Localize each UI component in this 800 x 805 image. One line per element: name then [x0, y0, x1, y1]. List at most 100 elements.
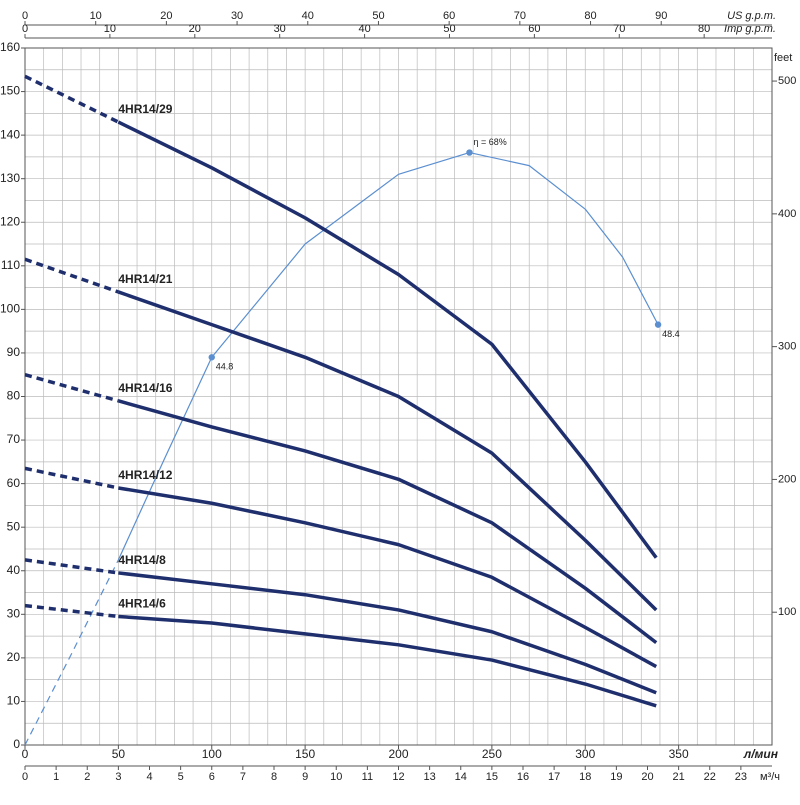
pump-curve	[117, 290, 658, 612]
series-label: 4HR14/29	[118, 102, 172, 116]
y2-tick-label: 400	[778, 208, 796, 220]
series-label: 4HR14/16	[118, 381, 172, 395]
top-axis-label: US g.p.m.	[727, 10, 776, 22]
y-tick-label: 110	[1, 258, 20, 272]
pump-curve	[118, 486, 658, 669]
pump-curve	[24, 558, 119, 575]
bottom-tick-label: 19	[610, 771, 622, 783]
y2-tick-label: 100	[778, 606, 796, 618]
bottom-tick-label: 2	[84, 771, 90, 783]
efficiency-line	[24, 559, 119, 746]
efficiency-line	[117, 151, 659, 561]
bottom-tick-label: 8	[271, 771, 277, 783]
top-tick-label: 70	[514, 10, 526, 22]
y-tick-label: 140	[0, 127, 20, 141]
y-tick-label: 90	[7, 345, 21, 359]
series-label: 4HR14/21	[118, 272, 172, 286]
top-tick-label: 40	[358, 23, 370, 35]
top-tick-label: 50	[443, 23, 455, 35]
bottom-tick-label: 13	[424, 771, 436, 783]
top-tick-label: 70	[613, 23, 625, 35]
top-tick-label: 80	[698, 23, 710, 35]
top-tick-label: 20	[189, 23, 201, 35]
top-tick-label: 60	[443, 10, 455, 22]
y-tick-label: 160	[0, 40, 20, 54]
bottom-tick-label: 0	[22, 771, 28, 783]
top-tick-label: 50	[372, 10, 384, 22]
y-tick-label: 50	[7, 519, 21, 533]
pump-curve	[24, 603, 119, 619]
x-axis-label: л/мин	[743, 747, 779, 761]
y-tick-label: 70	[7, 432, 21, 446]
y2-tick-label: 200	[778, 473, 796, 485]
top-tick-label: 0	[22, 10, 28, 22]
y-tick-label: 20	[7, 650, 21, 664]
pump-curve	[24, 466, 119, 490]
top-tick-label: 30	[274, 23, 286, 35]
y-tick-label: 150	[0, 84, 20, 98]
efficiency-label: 44.8	[216, 362, 234, 372]
x-tick-label: 250	[482, 747, 502, 761]
bottom-tick-label: 16	[517, 771, 529, 783]
top-tick-label: 40	[302, 10, 314, 22]
bottom-tick-label: 4	[146, 771, 152, 783]
x-tick-label: 100	[202, 747, 222, 761]
top-tick-label: 30	[231, 10, 243, 22]
x-tick-label: 0	[22, 747, 29, 761]
pump-curve	[118, 571, 657, 695]
bottom-tick-label: 22	[704, 771, 716, 783]
top-tick-label: 90	[655, 10, 667, 22]
efficiency-label: η = 68%	[473, 137, 506, 147]
bottom-tick-label: 5	[178, 771, 184, 783]
bottom-tick-label: 20	[641, 771, 653, 783]
bottom-tick-label: 23	[735, 771, 747, 783]
top-axis-label: Imp g.p.m.	[724, 23, 776, 35]
bottom-tick-label: 9	[302, 771, 308, 783]
pump-curve	[24, 257, 119, 294]
series-label: 4HR14/12	[118, 468, 172, 482]
y-tick-label: 0	[13, 737, 20, 751]
top-tick-label: 10	[90, 10, 102, 22]
pump-curve	[24, 373, 119, 403]
top-tick-label: 10	[104, 23, 116, 35]
top-tick-label: 60	[528, 23, 540, 35]
efficiency-label: 48.4	[662, 329, 680, 339]
top-tick-label: 80	[584, 10, 596, 22]
bottom-tick-label: 6	[209, 771, 215, 783]
pump-curve	[24, 74, 120, 124]
bottom-tick-label: 11	[362, 771, 373, 783]
bottom-tick-label: 10	[330, 771, 342, 783]
efficiency-point	[208, 354, 215, 361]
pump-curve	[118, 614, 657, 708]
y-tick-label: 80	[7, 389, 21, 403]
x-tick-label: 50	[112, 747, 126, 761]
y2-axis-label: feet	[774, 52, 792, 64]
series-label: 4HR14/8	[118, 553, 166, 567]
bottom-tick-label: 7	[240, 771, 246, 783]
pump-curve	[117, 120, 658, 559]
bottom-tick-label: 15	[486, 771, 498, 783]
x-tick-label: 150	[295, 747, 315, 761]
y-tick-label: 40	[7, 563, 21, 577]
efficiency-point	[466, 149, 473, 156]
x-tick-label: 350	[669, 747, 689, 761]
bottom-tick-label: 18	[579, 771, 591, 783]
series-label: 4HR14/6	[118, 597, 166, 611]
y2-tick-label: 500	[778, 75, 796, 87]
efficiency-point	[654, 321, 662, 328]
x-tick-label: 300	[575, 747, 595, 761]
y-tick-label: 120	[0, 214, 20, 228]
bottom-tick-label: 14	[455, 771, 467, 783]
bottom-tick-label: 17	[548, 771, 560, 783]
x-tick-label: 200	[388, 747, 408, 761]
bottom-tick-label: 21	[673, 771, 685, 783]
bottom-tick-label: 12	[392, 771, 404, 783]
y2-tick-label: 300	[778, 341, 796, 353]
bottom-tick-label: 3	[115, 771, 121, 783]
bottom-axis-label: м³/ч	[760, 771, 780, 783]
y-tick-label: 130	[0, 171, 20, 185]
y-tick-label: 60	[7, 476, 21, 490]
top-tick-label: 0	[22, 23, 28, 35]
pump-curve	[117, 399, 658, 645]
